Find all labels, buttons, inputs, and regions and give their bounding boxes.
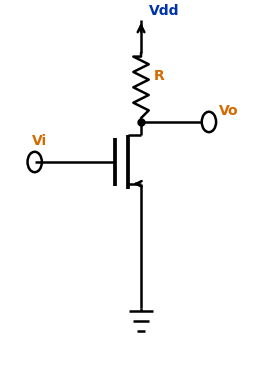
- Text: R: R: [154, 69, 164, 83]
- Text: Vdd: Vdd: [149, 4, 179, 18]
- Text: Vo: Vo: [219, 104, 238, 118]
- Text: Vi: Vi: [32, 134, 47, 148]
